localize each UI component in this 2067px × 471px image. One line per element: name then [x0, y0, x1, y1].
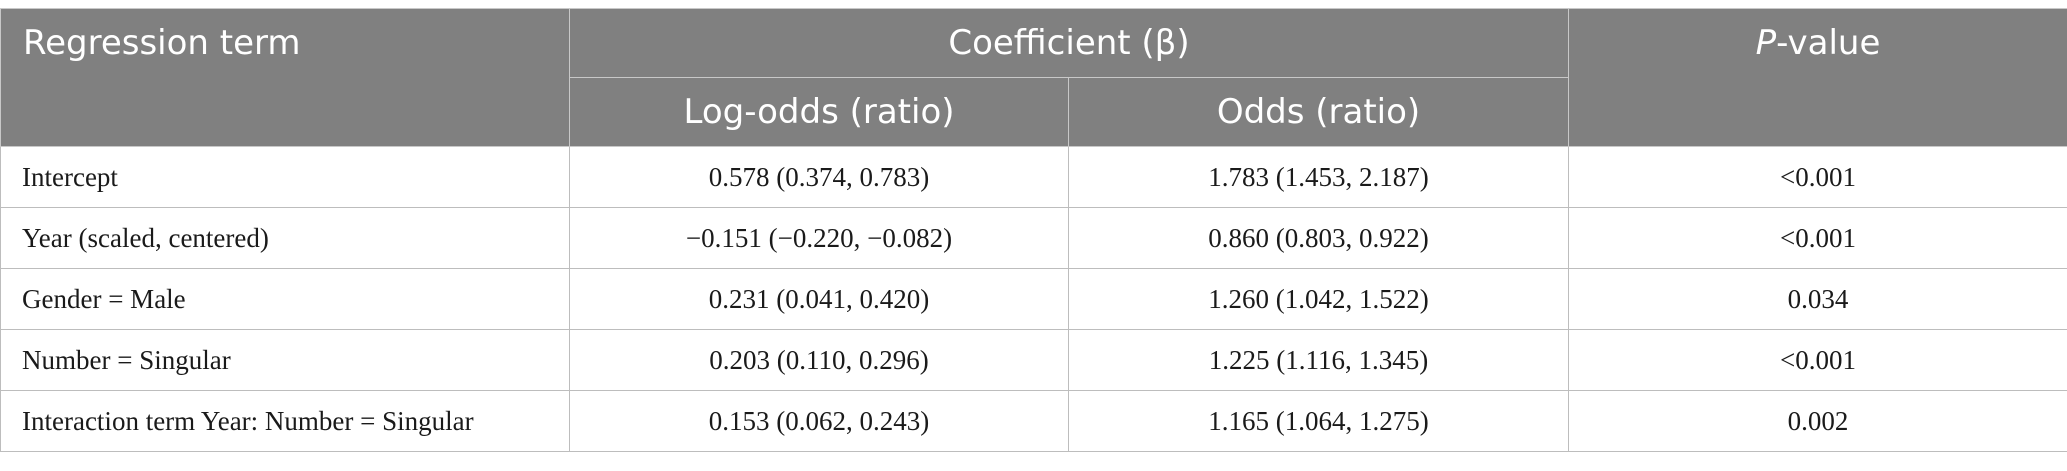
- cell-log-odds: 0.231 (0.041, 0.420): [569, 268, 1069, 330]
- cell-odds: 1.783 (1.453, 2.187): [1068, 146, 1569, 208]
- cell-log-odds: 0.203 (0.110, 0.296): [569, 329, 1069, 391]
- cell-log-odds: 0.153 (0.062, 0.243): [569, 390, 1069, 452]
- cell-p-value: 0.002: [1568, 390, 2067, 452]
- cell-term: Gender = Male: [0, 268, 570, 330]
- header-coefficient: Coefficient (β): [569, 8, 1569, 78]
- table-header: Regression term Coefficient (β) P-value …: [0, 8, 2067, 147]
- header-p-value-suffix: -value: [1776, 23, 1881, 63]
- cell-term: Number = Singular: [0, 329, 570, 391]
- header-p-value-italic: P: [1755, 23, 1777, 63]
- regression-table: Regression term Coefficient (β) P-value …: [0, 8, 2067, 452]
- table-row: Intercept 0.578 (0.374, 0.783) 1.783 (1.…: [0, 146, 2067, 208]
- header-log-odds: Log-odds (ratio): [569, 77, 1069, 147]
- table-row: Number = Singular 0.203 (0.110, 0.296) 1…: [0, 329, 2067, 391]
- table-row: Gender = Male 0.231 (0.041, 0.420) 1.260…: [0, 268, 2067, 330]
- table-row: Interaction term Year: Number = Singular…: [0, 390, 2067, 452]
- cell-log-odds: 0.578 (0.374, 0.783): [569, 146, 1069, 208]
- header-odds: Odds (ratio): [1068, 77, 1569, 147]
- cell-p-value: 0.034: [1568, 268, 2067, 330]
- cell-odds: 1.260 (1.042, 1.522): [1068, 268, 1569, 330]
- cell-p-value: <0.001: [1568, 146, 2067, 208]
- cell-odds: 1.165 (1.064, 1.275): [1068, 390, 1569, 452]
- cell-term: Year (scaled, centered): [0, 207, 570, 269]
- table-body: Intercept 0.578 (0.374, 0.783) 1.783 (1.…: [0, 146, 2067, 452]
- cell-odds: 0.860 (0.803, 0.922): [1068, 207, 1569, 269]
- table-row: Year (scaled, centered) −0.151 (−0.220, …: [0, 207, 2067, 269]
- cell-log-odds: −0.151 (−0.220, −0.082): [569, 207, 1069, 269]
- cell-term: Interaction term Year: Number = Singular: [0, 390, 570, 452]
- header-p-value: P-value: [1568, 8, 2067, 147]
- header-regression-term: Regression term: [0, 8, 570, 147]
- cell-p-value: <0.001: [1568, 207, 2067, 269]
- cell-p-value: <0.001: [1568, 329, 2067, 391]
- regression-table-container: Regression term Coefficient (β) P-value …: [0, 8, 2067, 452]
- cell-odds: 1.225 (1.116, 1.345): [1068, 329, 1569, 391]
- cell-term: Intercept: [0, 146, 570, 208]
